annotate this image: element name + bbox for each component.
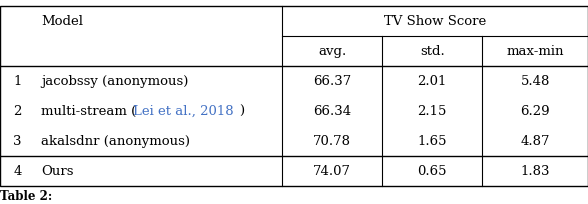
Text: Ours: Ours <box>41 165 74 177</box>
Text: akalsdnr (anonymous): akalsdnr (anonymous) <box>41 135 190 147</box>
Text: 0.65: 0.65 <box>417 165 447 177</box>
Text: Model: Model <box>41 14 83 28</box>
Text: 2.01: 2.01 <box>417 74 447 88</box>
Text: multi-stream (: multi-stream ( <box>41 104 136 118</box>
Text: 5.48: 5.48 <box>520 74 550 88</box>
Text: 2.15: 2.15 <box>417 104 447 118</box>
Text: 1.65: 1.65 <box>417 135 447 147</box>
Text: max-min: max-min <box>506 44 564 58</box>
Text: 4.87: 4.87 <box>520 135 550 147</box>
Text: std.: std. <box>420 44 445 58</box>
Text: 1.83: 1.83 <box>520 165 550 177</box>
Text: 6.29: 6.29 <box>520 104 550 118</box>
Text: 4: 4 <box>14 165 22 177</box>
Text: 1: 1 <box>14 74 22 88</box>
Text: 74.07: 74.07 <box>313 165 351 177</box>
Text: 70.78: 70.78 <box>313 135 351 147</box>
Text: Table 2:: Table 2: <box>0 190 52 203</box>
Text: Lei et al., 2018: Lei et al., 2018 <box>133 104 234 118</box>
Text: 66.37: 66.37 <box>313 74 352 88</box>
Text: TV Show Score: TV Show Score <box>384 14 486 28</box>
Text: ): ) <box>239 104 244 118</box>
Text: 2: 2 <box>14 104 22 118</box>
Text: 3: 3 <box>14 135 22 147</box>
Text: avg.: avg. <box>318 44 346 58</box>
Text: jacobssy (anonymous): jacobssy (anonymous) <box>41 74 189 88</box>
Text: 66.34: 66.34 <box>313 104 351 118</box>
